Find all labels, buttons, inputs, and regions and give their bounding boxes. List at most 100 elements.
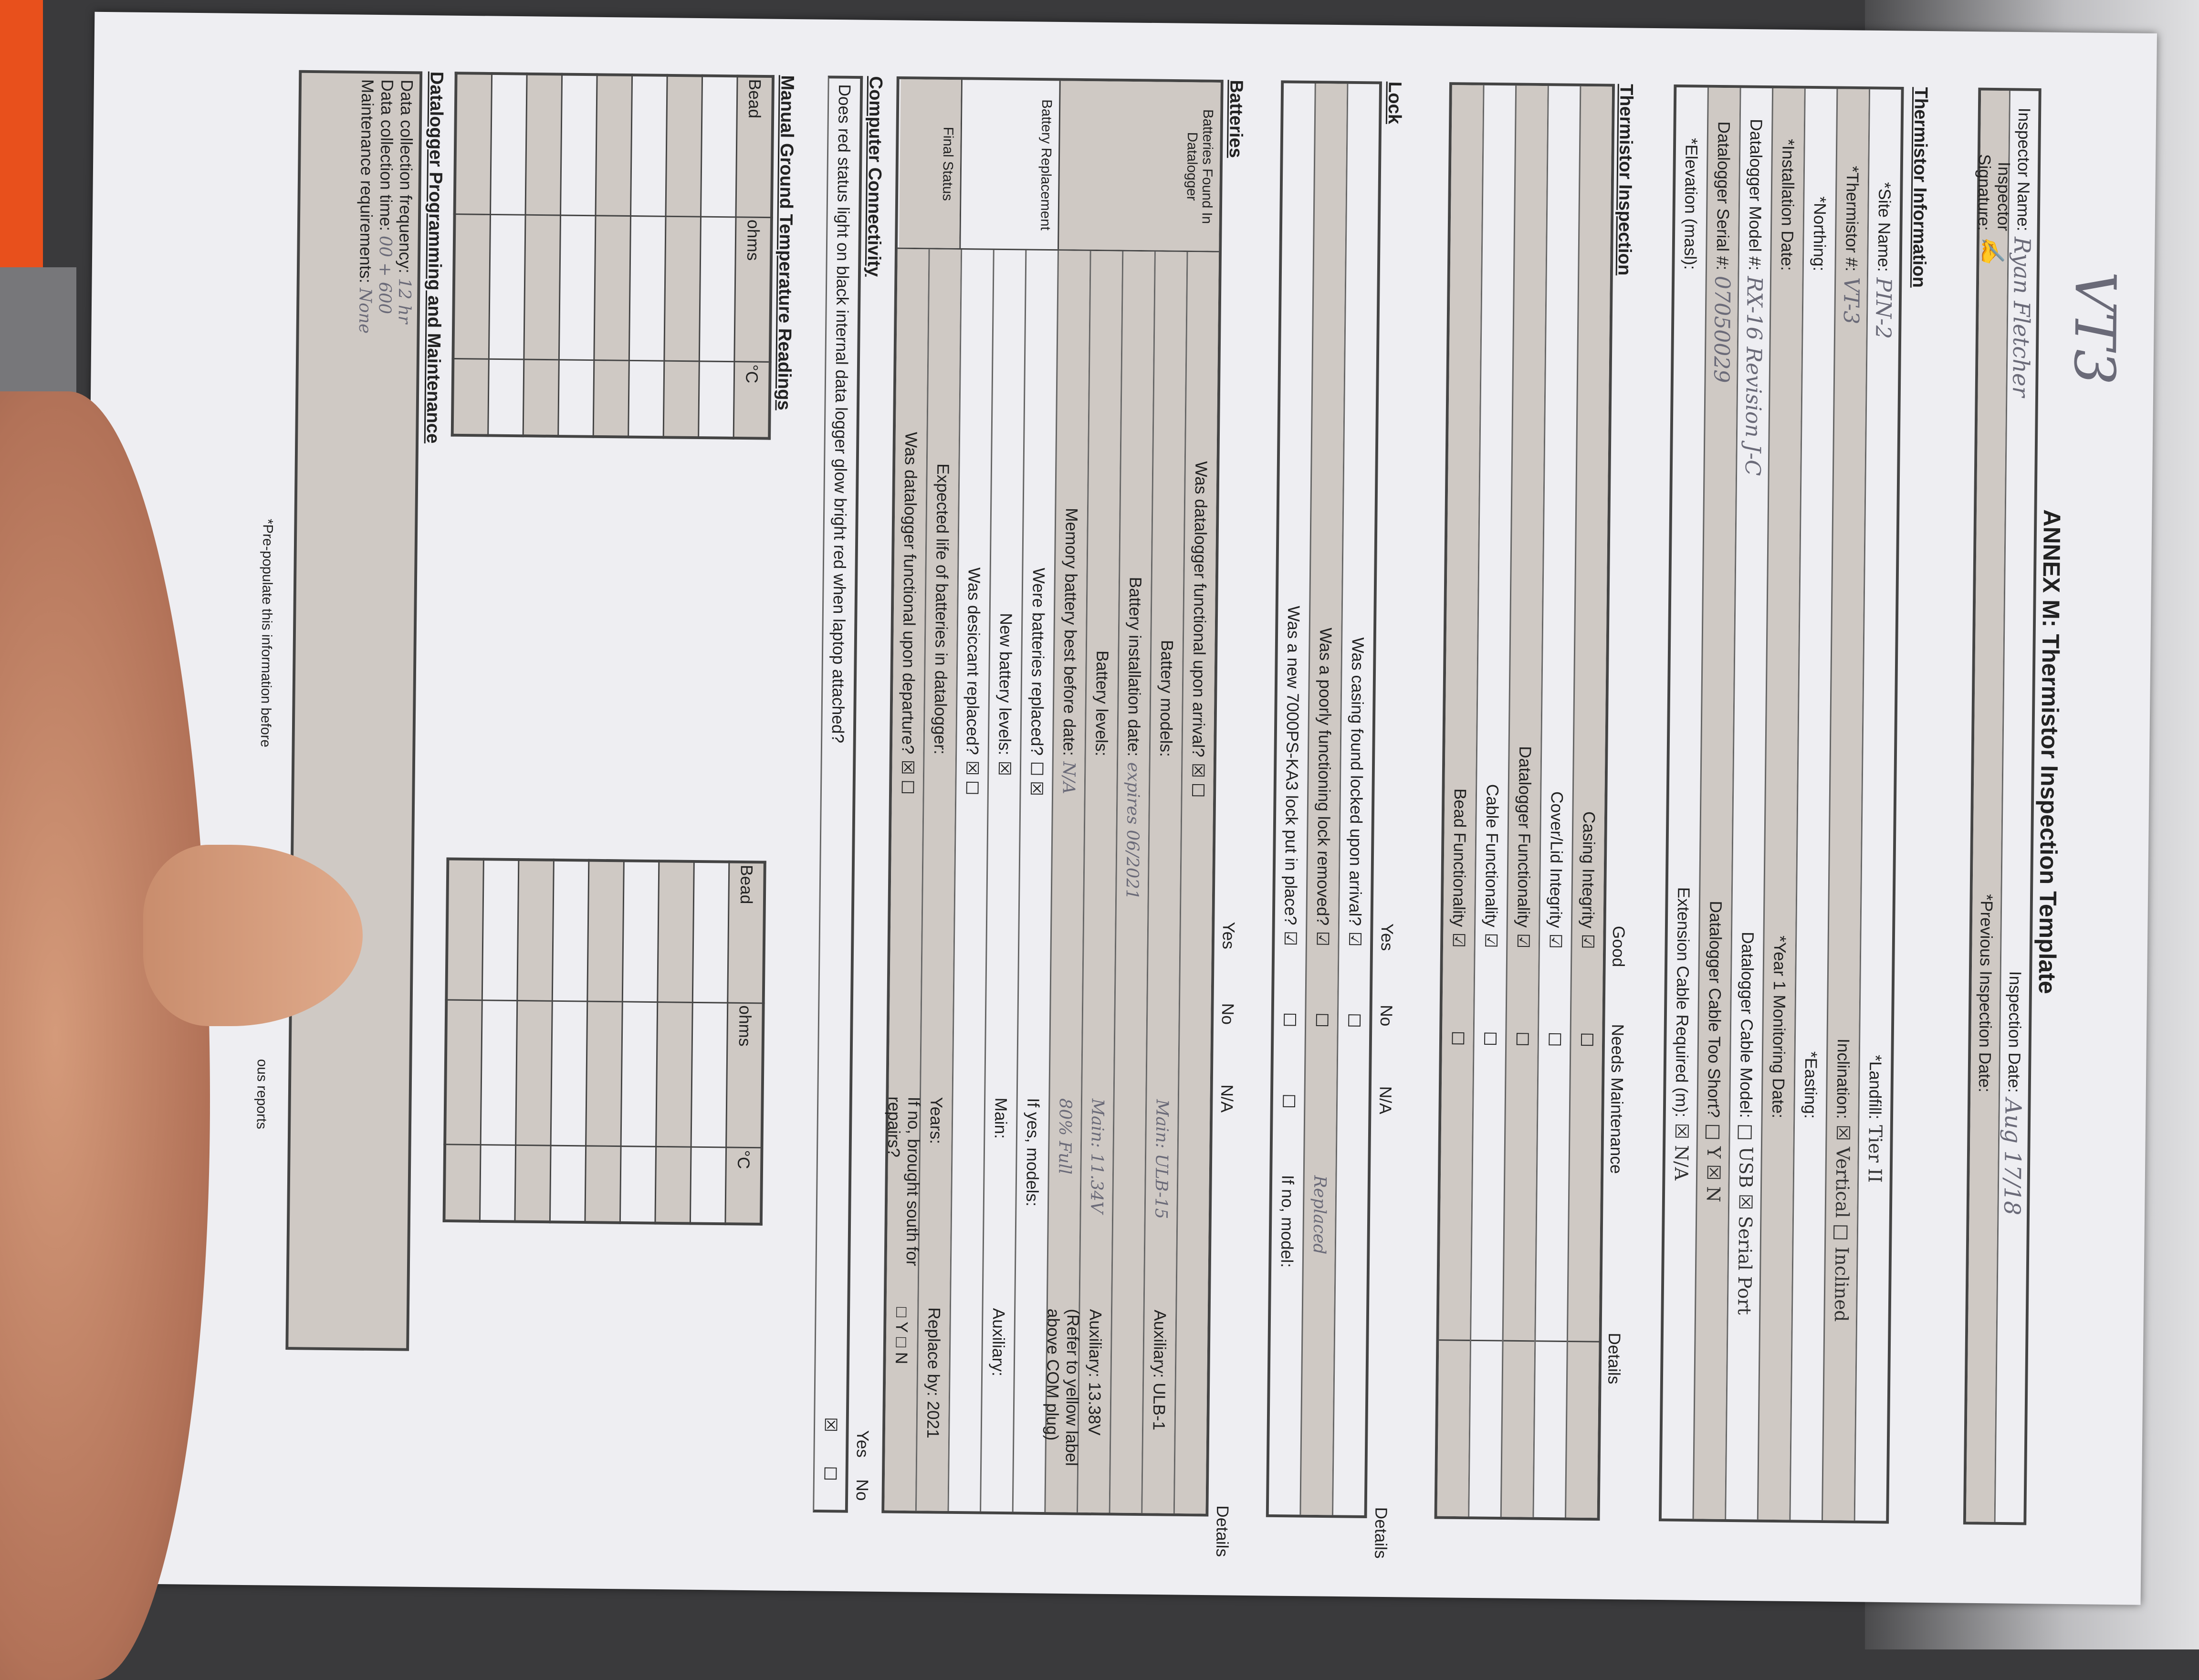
inspector-name-field[interactable]: Ryan Fletcher — [2008, 237, 2037, 398]
info-right-value-field[interactable]: Tier II — [1864, 1124, 1885, 1183]
needs-maintenance-checkbox[interactable]: ☐ — [1447, 1030, 1468, 1046]
reading-cell-field[interactable] — [630, 75, 668, 217]
battery-checkbox[interactable]: ☒ — [994, 760, 1015, 777]
details-field[interactable]: If no, model: — [1277, 1175, 1298, 1268]
reading-cell-field[interactable] — [622, 861, 659, 1002]
info-value-field[interactable] — [1684, 275, 1690, 837]
reading-cell-field[interactable] — [489, 214, 526, 360]
details-field[interactable]: Replaced — [1309, 1175, 1330, 1255]
na-checkbox[interactable]: ☐ — [1278, 1093, 1298, 1109]
good-checkbox[interactable]: ☑ — [1513, 933, 1533, 949]
info-value-field[interactable]: PIN-2 — [1870, 277, 1896, 339]
details-field[interactable] — [1469, 1339, 1502, 1517]
reading-cell-field[interactable] — [559, 215, 596, 361]
reading-cell-field[interactable] — [482, 859, 519, 1001]
reading-cell-field[interactable] — [663, 361, 700, 438]
details-field[interactable] — [1437, 1339, 1470, 1517]
details-field[interactable]: Main: ULB-15 — [1151, 1099, 1173, 1219]
auxiliary-field[interactable]: Auxiliary: — [988, 1308, 1009, 1377]
reading-cell-field[interactable] — [523, 360, 559, 437]
reading-cell-field[interactable] — [517, 860, 554, 1001]
reading-cell-field[interactable] — [657, 861, 694, 1003]
auxiliary-field[interactable]: Auxiliary: 13.38V — [1084, 1309, 1106, 1436]
battery-checkbox[interactable]: ☒ ☐ — [1188, 763, 1208, 798]
needs-maintenance-checkbox[interactable]: ☐ — [1577, 1032, 1597, 1048]
reading-cell-field[interactable] — [446, 859, 484, 1001]
info-value-field[interactable]: 07050029 — [1708, 275, 1735, 383]
good-checkbox[interactable]: ☑ — [1545, 933, 1566, 949]
reading-cell-field[interactable] — [629, 216, 666, 362]
handwritten-answer-field[interactable]: expires 06/2021 — [1122, 762, 1143, 900]
good-checkbox[interactable]: ☑ — [1578, 934, 1598, 949]
battery-checkbox[interactable]: ☒ ☐ — [962, 760, 982, 796]
collection-time-field[interactable]: 00 + 600 — [375, 235, 396, 315]
details-field[interactable] — [1193, 1100, 1195, 1310]
auxiliary-field[interactable]: Auxiliary: ULB-1 — [1149, 1310, 1170, 1431]
details-field[interactable] — [966, 1097, 969, 1308]
reading-cell-field[interactable] — [628, 361, 664, 438]
maintenance-field[interactable]: None — [355, 288, 376, 334]
reading-cell-field[interactable] — [593, 360, 629, 437]
details-field[interactable] — [1501, 1340, 1535, 1517]
reading-cell-field[interactable] — [699, 217, 736, 362]
good-checkbox[interactable]: ☑ — [1448, 932, 1469, 948]
needs-maintenance-checkbox[interactable]: ☐ — [1512, 1031, 1532, 1047]
reading-cell-field[interactable] — [656, 1002, 693, 1148]
reading-cell-field[interactable] — [481, 1000, 517, 1146]
na-checkbox[interactable] — [1320, 1094, 1321, 1176]
reading-cell-field[interactable] — [524, 215, 561, 360]
reading-cell-field[interactable] — [514, 1145, 551, 1222]
details-field[interactable] — [1534, 1340, 1567, 1518]
info-right-value-field[interactable]: □ USB ☒ Serial Port — [1733, 1124, 1757, 1315]
info-right-value-field[interactable]: ☒ Vertical □ Inclined — [1830, 1124, 1853, 1322]
reading-cell-field[interactable] — [586, 1001, 623, 1147]
reading-cell-field[interactable] — [701, 75, 738, 218]
yes-checkbox[interactable]: ☑ — [1280, 931, 1300, 946]
reading-cell-field[interactable] — [655, 1147, 691, 1224]
details-field[interactable]: If yes, models: — [1022, 1098, 1043, 1207]
yes-checkbox[interactable]: ☑ — [1345, 931, 1365, 947]
reading-cell-field[interactable] — [560, 74, 597, 216]
reading-cell-field[interactable] — [445, 1000, 482, 1145]
reading-cell-field[interactable] — [691, 1002, 728, 1148]
yes-checkbox[interactable]: ☑ — [1312, 931, 1333, 946]
reading-cell-field[interactable] — [550, 1146, 586, 1223]
needs-maintenance-checkbox[interactable]: ☐ — [1544, 1031, 1564, 1047]
reading-cell-field[interactable] — [558, 360, 594, 437]
details-field[interactable]: Main: — [990, 1097, 1011, 1139]
reading-cell-field[interactable] — [552, 860, 589, 1002]
collection-frequency-field[interactable]: 12 hr — [394, 278, 415, 324]
reading-cell-field[interactable] — [490, 74, 527, 215]
details-field[interactable] — [1349, 1176, 1352, 1515]
details-field[interactable]: 80% Full — [1055, 1098, 1076, 1175]
no-checkbox[interactable]: ☐ — [1279, 1012, 1299, 1028]
reading-cell-field[interactable] — [620, 1146, 656, 1223]
connectivity-yes-checkbox[interactable]: ☒ — [820, 1417, 841, 1433]
signature-field[interactable]: ✍ — [1979, 236, 2007, 265]
reading-cell-field[interactable] — [698, 361, 734, 438]
info-right-value-field[interactable]: ☒ N/A — [1670, 1123, 1692, 1181]
reading-cell-field[interactable] — [525, 74, 562, 216]
inspection-date-field[interactable]: Aug 17/18 — [1999, 1098, 2028, 1216]
auxiliary-field[interactable]: (Refer to yellow label above COM plug) — [1042, 1308, 1083, 1467]
na-checkbox[interactable] — [1352, 1094, 1353, 1176]
reading-cell-field[interactable] — [594, 216, 631, 361]
connectivity-no-checkbox[interactable]: ☐ — [820, 1466, 840, 1481]
info-value-field[interactable] — [1781, 276, 1787, 838]
handwritten-answer-field[interactable]: N/A — [1058, 761, 1079, 795]
reading-cell-field[interactable] — [444, 1144, 481, 1221]
info-value-field[interactable] — [1813, 277, 1819, 838]
reading-cell-field[interactable] — [666, 75, 702, 217]
good-checkbox[interactable]: ☑ — [1481, 933, 1501, 948]
details-field[interactable]: If no, brought south for repairs? — [884, 1096, 924, 1267]
reading-cell-field[interactable] — [480, 1145, 516, 1222]
reading-cell-field[interactable] — [692, 861, 729, 1003]
no-checkbox[interactable]: ☐ — [1344, 1013, 1364, 1029]
reading-cell-field[interactable] — [621, 1002, 658, 1147]
reading-cell-field[interactable] — [587, 860, 624, 1002]
reading-cell-field[interactable] — [515, 1000, 553, 1146]
reading-cell-field[interactable] — [488, 359, 524, 436]
battery-checkbox[interactable]: ☒ ☐ — [897, 759, 918, 795]
battery-checkbox[interactable]: ☐ ☒ — [1026, 761, 1047, 797]
details-field[interactable]: Main: 11.34V — [1087, 1098, 1108, 1214]
